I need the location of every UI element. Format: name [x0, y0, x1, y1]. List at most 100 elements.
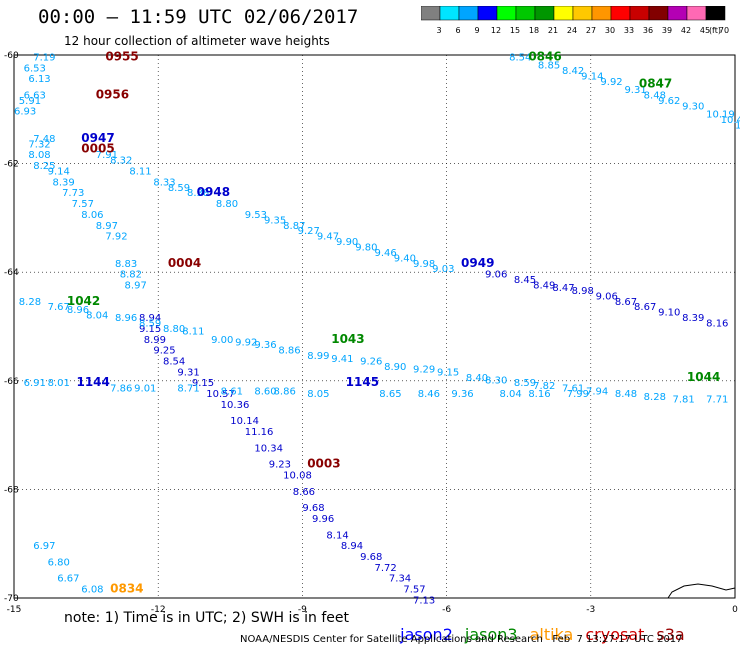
pass-time-label: 0947 [81, 131, 114, 145]
wave-height-label: 8.42 [562, 66, 584, 77]
wave-height-label: 8.97 [125, 280, 147, 291]
wave-height-label: 10.44 [721, 115, 740, 126]
wave-height-label: 6.97 [33, 541, 55, 552]
wave-height-label: 7.67 [48, 302, 70, 313]
wave-height-label: 8.86 [278, 346, 300, 357]
x-tick-label: -15 [7, 605, 22, 615]
wave-height-label: 8.11 [182, 327, 204, 338]
wave-height-label: 8.61 [221, 386, 243, 397]
wave-height-label: 8.08 [28, 150, 50, 161]
pass-time-label: 0846 [528, 49, 561, 63]
wave-height-label: 8.82 [120, 270, 142, 281]
pass-time-label: 1144 [76, 375, 109, 389]
wave-height-label: 9.23 [269, 460, 291, 471]
colorbar-tick-label: 36 [643, 26, 653, 35]
wave-height-label: 9.27 [298, 226, 320, 237]
colorbar-tick-label: 15 [510, 26, 520, 35]
wave-height-label: 7.61 [562, 384, 584, 395]
wave-height-label: 10.14 [230, 416, 259, 427]
pass-time-label: 0949 [461, 256, 494, 270]
pass-time-label: 0948 [197, 185, 230, 199]
wave-height-label: 9.03 [432, 264, 454, 275]
wave-height-label: 8.46 [418, 389, 440, 400]
wave-height-label: 9.30 [682, 101, 704, 112]
wave-height-label: 8.28 [19, 297, 41, 308]
wave-height-label: 9.98 [413, 259, 435, 270]
wave-height-label: 10.08 [283, 471, 312, 482]
pass-time-label: 0956 [96, 87, 129, 101]
pass-time-label: 1042 [67, 294, 100, 308]
wave-height-label: 8.11 [129, 166, 151, 177]
wave-height-label: 9.46 [375, 248, 397, 259]
wave-height-label: 7.72 [375, 563, 397, 574]
pass-time-label: 0955 [105, 49, 138, 63]
wave-height-label: 9.14 [581, 71, 603, 82]
wave-height-label: 6.08 [81, 585, 103, 596]
page-subtitle: 12 hour collection of altimeter wave hei… [64, 34, 330, 48]
legend-s3a: s3a [656, 625, 685, 644]
wave-height-label: 7.94 [586, 386, 608, 397]
colorbar-tick-label: 9 [474, 26, 479, 35]
wave-height-label: 8.32 [110, 156, 132, 167]
colorbar-tick-label: 39 [662, 26, 672, 35]
pass-time-label: 1145 [346, 375, 379, 389]
wave-height-label: 8.85 [538, 61, 560, 72]
y-tick-label: -60 [4, 51, 19, 61]
wave-height-label: 7.57 [403, 585, 425, 596]
wave-height-label: 8.80 [216, 199, 238, 210]
wave-height-label: 9.62 [658, 96, 680, 107]
x-tick-label: -6 [442, 605, 451, 615]
legend-cryosat: cryosat [585, 625, 645, 644]
wave-height-label: 9.41 [331, 354, 353, 365]
wave-height-label: 9.00 [211, 335, 233, 346]
wave-height-label: 8.83 [115, 259, 137, 270]
wave-height-label: 10.56 [735, 120, 740, 131]
wave-height-label: 8.67 [634, 302, 656, 313]
pass-time-label: 1043 [331, 332, 364, 346]
wave-height-label: 8.28 [644, 392, 666, 403]
colorbar-unit: (ft) [709, 26, 721, 35]
wave-height-label: 10.19 [706, 109, 735, 120]
footer-note: note: 1) Time is in UTC; 2) SWH is in fe… [64, 610, 350, 626]
colorbar-tick-label: 12 [491, 26, 501, 35]
wave-height-label: 9.15 [437, 367, 459, 378]
wave-height-label: 10.57 [206, 389, 235, 400]
wave-height-label: 8.54 [509, 52, 531, 63]
wave-height-label: 9.35 [264, 215, 286, 226]
wave-height-label: 7.34 [389, 574, 411, 585]
wave-height-label: 7.81 [673, 395, 695, 406]
wave-height-label: 9.96 [312, 514, 334, 525]
wave-height-label: 8.65 [379, 389, 401, 400]
wave-height-label: 8.59 [168, 183, 190, 194]
wave-height-label: 9.26 [360, 357, 382, 368]
wave-height-label: 8.59 [139, 319, 161, 330]
wave-height-label: 8.87 [283, 221, 305, 232]
wave-height-label: 8.30 [485, 376, 507, 387]
y-tick-label: -70 [4, 594, 19, 604]
color-scale-bar: 3 6 9 12 15 18 21 24 27 30 33 36 39 42 45 70(ft) [421, 6, 729, 35]
wave-height-label: 11.16 [245, 427, 274, 438]
wave-height-label: 5.91 [19, 96, 41, 107]
pass-time-label: 0834 [110, 582, 143, 596]
wave-height-label: 8.96 [67, 305, 89, 316]
wave-height-label: 8.94 [139, 313, 161, 324]
wave-height-label: 7.82 [533, 381, 555, 392]
legend-altika: altika [529, 625, 574, 644]
wave-height-label: 9.80 [355, 242, 377, 253]
legend-jason2: jason2 [400, 625, 453, 644]
wave-height-label: 8.67 [615, 297, 637, 308]
wave-height-label: 8.06 [81, 210, 103, 221]
credit-line: NOAA/NESDIS Center for Satellite Applica… [240, 634, 683, 645]
wave-height-label: 9.10 [658, 308, 680, 319]
wave-height-label: 7.99 [567, 389, 589, 400]
y-tick-label: -62 [4, 160, 19, 170]
wave-height-label: 8.98 [572, 286, 594, 297]
colorbar-tick-label: 21 [548, 26, 558, 35]
wave-height-label: 8.99 [144, 335, 166, 346]
colorbar-swatch [705, 6, 726, 21]
wave-height-label: 9.06 [485, 270, 507, 281]
wave-height-label: 9.53 [245, 210, 267, 221]
wave-height-label: 8.14 [326, 530, 348, 541]
wave-height-label: 6.13 [28, 74, 50, 85]
